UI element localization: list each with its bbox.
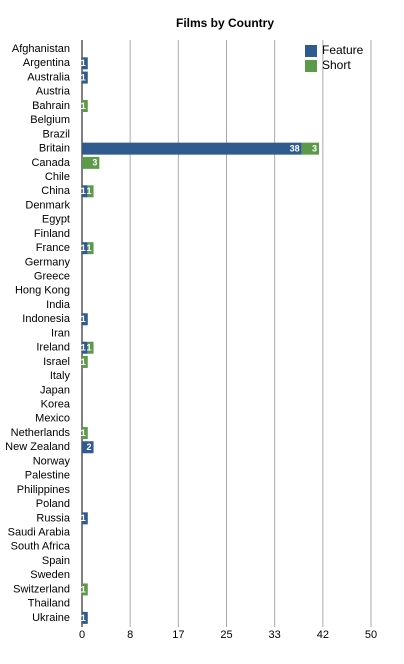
y-tick-label: Australia	[27, 71, 71, 83]
bar-segment	[82, 355, 88, 368]
data-label: 1	[81, 243, 86, 253]
y-tick-label: Greece	[34, 271, 70, 283]
y-tick-label: Japan	[40, 384, 70, 396]
y-tick-label: Britain	[39, 143, 70, 155]
x-tick-label: 8	[127, 629, 133, 641]
x-tick-label: 25	[220, 629, 232, 641]
y-tick-label: Poland	[36, 498, 70, 510]
y-tick-label: Korea	[41, 399, 71, 411]
x-tick-label: 17	[172, 629, 184, 641]
y-tick-label: Netherlands	[11, 427, 71, 439]
bar-segment	[82, 512, 88, 525]
y-tick-label: Germany	[25, 256, 71, 268]
y-tick-label: Spain	[42, 555, 70, 567]
bar-segment	[82, 341, 88, 354]
y-tick-label: China	[41, 185, 71, 197]
data-label: 1	[81, 357, 86, 367]
bar-segment	[82, 313, 88, 326]
y-tick-label: Saudi Arabia	[8, 526, 71, 538]
data-label: 1	[81, 58, 86, 68]
y-tick-label: Norway	[33, 455, 71, 467]
data-label: 1	[81, 428, 86, 438]
bar-segment	[82, 441, 94, 454]
x-tick-label: 33	[269, 629, 281, 641]
y-tick-label: Austria	[36, 86, 71, 98]
y-tick-label: Bahrain	[32, 100, 70, 112]
data-label: 3	[312, 144, 317, 154]
data-label: 2	[87, 442, 92, 452]
y-tick-label: Hong Kong	[15, 285, 70, 297]
y-tick-label: New Zealand	[5, 441, 70, 453]
chart-title: Films by Country	[176, 16, 274, 30]
data-label: 3	[92, 158, 97, 168]
y-tick-label: Iran	[51, 327, 70, 339]
y-tick-label: Italy	[50, 370, 71, 382]
bar-segment	[82, 57, 88, 70]
data-label: 1	[87, 243, 92, 253]
bar-segment	[82, 242, 88, 255]
data-label: 1	[81, 584, 86, 594]
bar-segment	[82, 185, 88, 198]
data-label: 1	[87, 186, 92, 196]
y-tick-label: Switzerland	[13, 583, 70, 595]
bar-segment	[82, 427, 88, 440]
data-label: 1	[81, 613, 86, 623]
bar-segment	[301, 142, 319, 155]
bar-segment	[82, 71, 88, 84]
bar-segment	[82, 583, 88, 596]
y-tick-label: Thailand	[28, 598, 70, 610]
y-tick-label: Mexico	[35, 413, 70, 425]
y-tick-label: Finland	[34, 228, 70, 240]
y-tick-label: Canada	[31, 157, 70, 169]
y-tick-label: Indonesia	[22, 313, 71, 325]
y-tick-label: Chile	[45, 171, 70, 183]
bar-segment	[87, 242, 94, 255]
y-tick-label: Israel	[43, 356, 70, 368]
y-tick-label: South Africa	[11, 541, 71, 553]
data-label: 38	[290, 144, 300, 154]
y-tick-label: Ireland	[36, 342, 70, 354]
y-tick-label: Palestine	[25, 470, 70, 482]
y-tick-label: Russia	[36, 512, 71, 524]
y-tick-label: Ukraine	[32, 612, 70, 624]
bar-segment	[82, 611, 88, 624]
y-tick-label: Belgium	[30, 114, 70, 126]
bar-segment	[82, 156, 100, 169]
data-label: 1	[81, 101, 86, 111]
y-tick-label: India	[46, 299, 71, 311]
y-tick-label: Egypt	[42, 214, 70, 226]
data-label: 1	[81, 343, 86, 353]
data-label: 1	[81, 513, 86, 523]
legend-swatch	[305, 60, 317, 72]
bar-segment	[87, 341, 94, 354]
legend-swatch	[305, 45, 317, 57]
data-label: 1	[81, 72, 86, 82]
bar-segment	[87, 185, 94, 198]
data-label: 1	[81, 314, 86, 324]
y-tick-label: France	[36, 242, 70, 254]
y-tick-label: Argentina	[23, 57, 71, 69]
y-tick-label: Sweden	[30, 569, 70, 581]
y-tick-label: Denmark	[25, 199, 70, 211]
legend-label: Short	[322, 58, 351, 72]
y-tick-label: Philippines	[17, 484, 71, 496]
data-label: 1	[87, 343, 92, 353]
y-tick-label: Afghanistan	[12, 43, 70, 55]
y-tick-label: Brazil	[42, 128, 70, 140]
x-tick-label: 0	[79, 629, 85, 641]
bar-segment	[82, 99, 88, 112]
data-label: 1	[81, 186, 86, 196]
x-tick-label: 42	[317, 629, 329, 641]
x-tick-label: 50	[365, 629, 377, 641]
bar-segment	[82, 142, 302, 155]
legend-label: Feature	[322, 43, 364, 57]
